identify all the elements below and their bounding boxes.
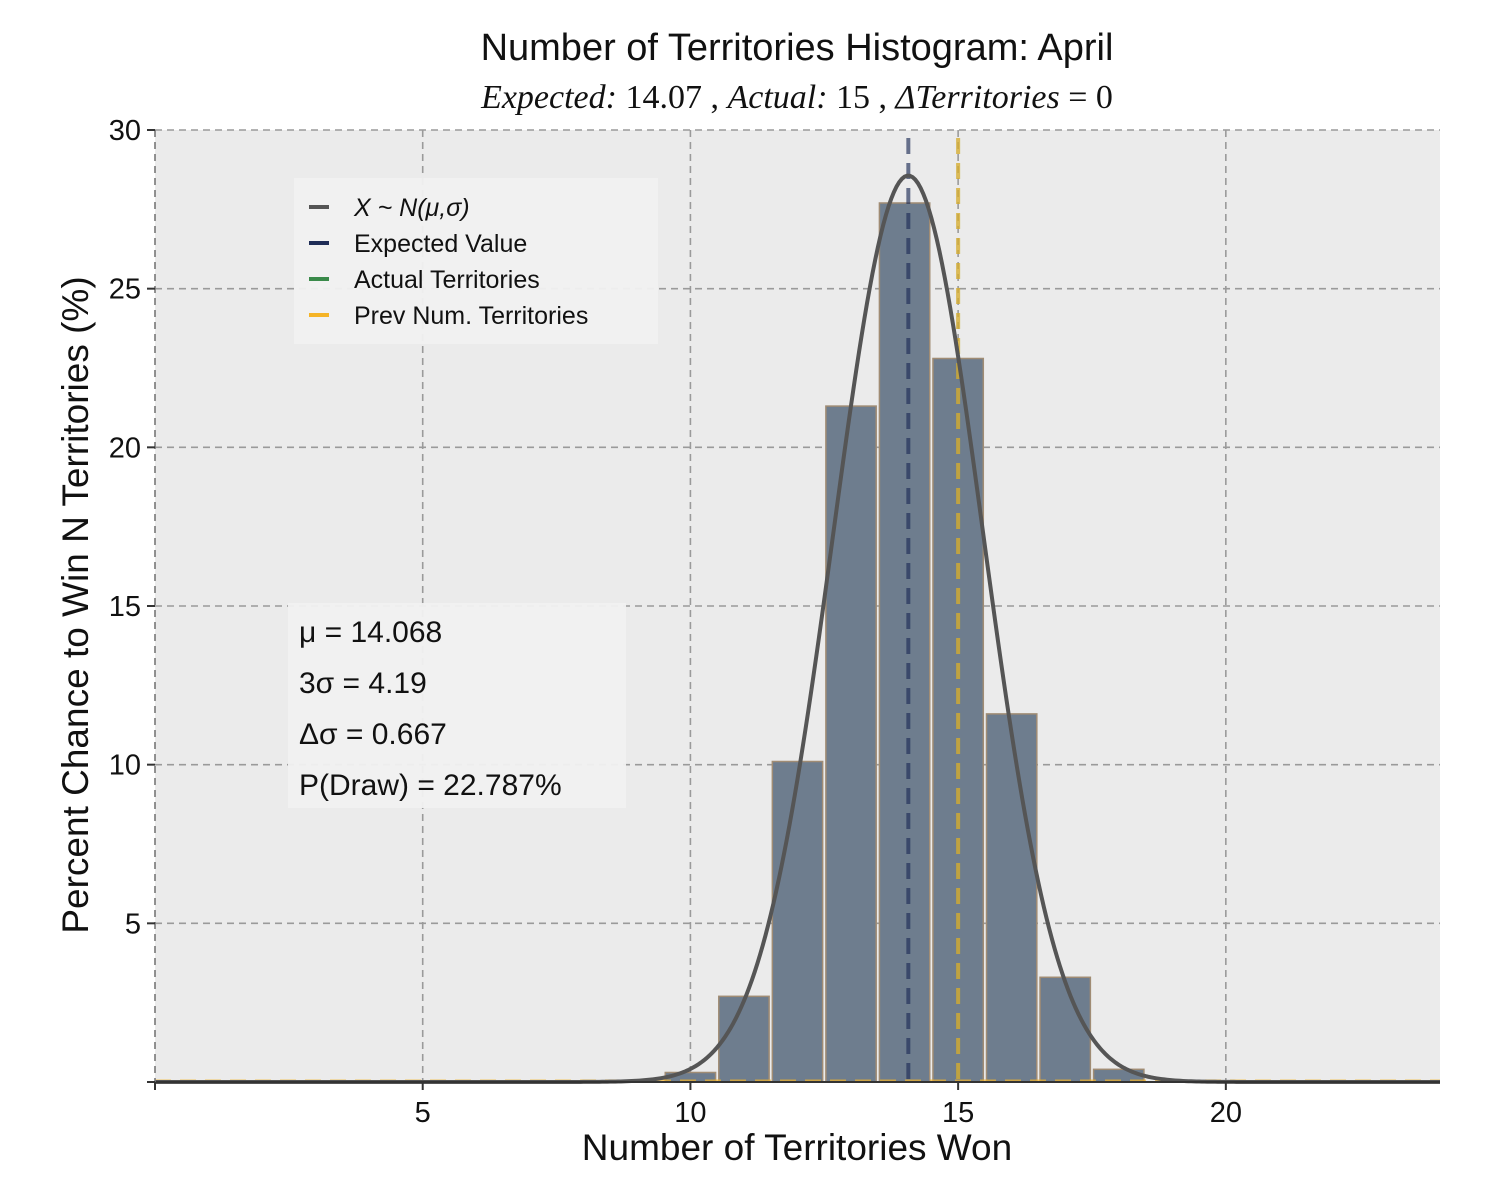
stats-background xyxy=(288,603,626,808)
stats-line: P(Draw) = 22.787% xyxy=(299,769,562,802)
x-tick-label: 10 xyxy=(674,1097,706,1129)
legend-label: Actual Territories xyxy=(354,266,540,294)
stats-line: 3σ = 4.19 xyxy=(299,667,427,700)
histogram-bar xyxy=(718,995,770,1083)
chart-subtitle: Expected: 14.07 , Actual: 15 , ΔTerritor… xyxy=(480,79,1113,116)
tick-labels: 5 10 15 20 5 10 15 20 25 30 xyxy=(109,115,1242,1129)
stats-line: μ = 14.068 xyxy=(299,616,442,649)
x-tick-label: 20 xyxy=(1210,1097,1242,1129)
legend-label: Prev Num. Territories xyxy=(354,302,588,330)
subtitle-expected-label: Expected: xyxy=(480,79,617,116)
subtitle-delta-eq: = 0 xyxy=(1068,79,1113,116)
y-tick-label: 5 xyxy=(125,908,141,940)
subtitle-actual-value: 15 xyxy=(836,79,870,116)
y-tick-label: 30 xyxy=(109,115,141,147)
chart-title: Number of Territories Histogram: April xyxy=(481,27,1114,69)
x-axis-label: Number of Territories Won xyxy=(582,1127,1012,1168)
histogram-bar xyxy=(825,405,877,1083)
x-tick-label: 15 xyxy=(942,1097,974,1129)
legend: X ~ N(μ,σ) Expected Value Actual Territori… xyxy=(294,178,658,344)
subtitle-actual-label: Actual: xyxy=(725,79,827,116)
stats-box: μ = 14.068 3σ = 4.19 Δσ = 0.667 P(Draw) = 2… xyxy=(288,603,626,808)
subtitle-delta-label: ΔTerritories xyxy=(894,79,1060,116)
stats-line: Δσ = 0.667 xyxy=(299,718,447,751)
y-tick-label: 25 xyxy=(109,274,141,306)
histogram-bar xyxy=(878,202,931,1083)
subtitle-sep-2: , xyxy=(879,79,888,116)
y-axis-label: Percent Chance to Win N Territories (%) xyxy=(55,276,96,933)
subtitle-sep-1: , xyxy=(710,79,719,116)
x-tick-label: 5 xyxy=(415,1097,431,1129)
histogram-bar xyxy=(985,713,1038,1083)
y-tick-label: 15 xyxy=(109,591,141,623)
subtitle-expected-value: 14.07 xyxy=(625,79,702,116)
histogram-bar xyxy=(771,760,824,1083)
y-tick-label: 10 xyxy=(109,750,141,782)
legend-label: X ~ N(μ,σ) xyxy=(353,194,470,222)
legend-box xyxy=(294,178,658,344)
y-tick-label: 20 xyxy=(109,432,141,464)
histogram-bar xyxy=(1039,976,1092,1083)
legend-label: Expected Value xyxy=(354,230,527,258)
